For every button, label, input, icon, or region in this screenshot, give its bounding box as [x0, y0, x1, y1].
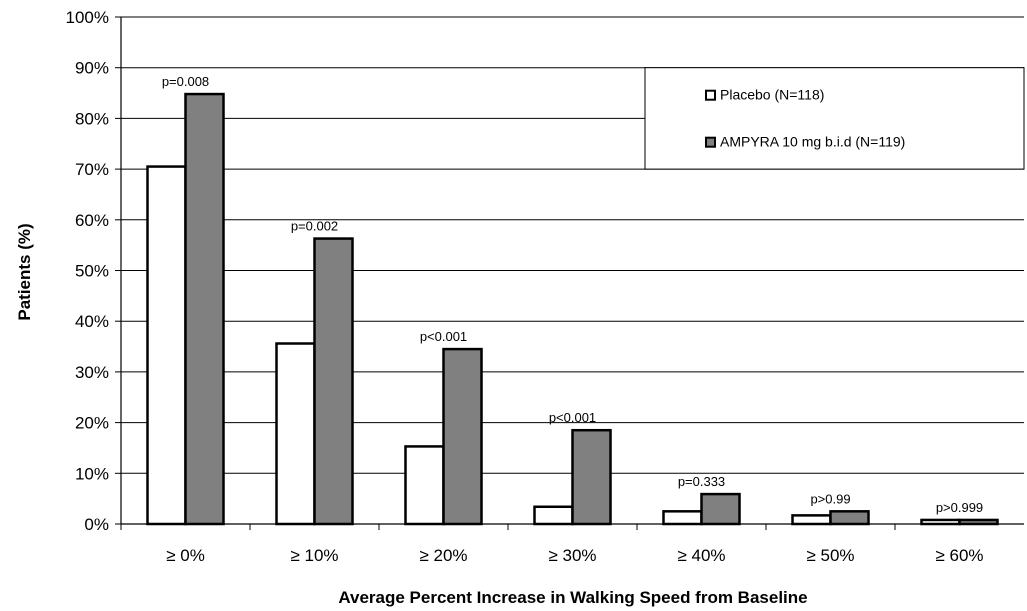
x-tick-label: ≥ 0% — [166, 546, 205, 565]
bar-placebo — [791, 514, 832, 526]
x-axis-title: Average Percent Increase in Walking Spee… — [338, 588, 807, 607]
y-tick-label: 30% — [75, 363, 109, 382]
bar-placebo — [533, 505, 574, 526]
legend-swatch — [705, 89, 716, 101]
x-tick-label: ≥ 10% — [290, 546, 338, 565]
bar-ampyra — [313, 237, 354, 526]
bar-ampyra — [700, 492, 741, 526]
legend-swatch — [705, 136, 716, 148]
bar-ampyra — [184, 92, 225, 526]
gridlines — [121, 16, 1024, 474]
y-tick-label: 100% — [66, 8, 109, 27]
labels: 0% 10% 20% 30% 40% 50% 60% 70% 80% 90% 100% p=0.008… — [66, 8, 984, 565]
y-tick-label: 60% — [75, 211, 109, 230]
y-tick-label: 0% — [84, 515, 109, 534]
axes — [115, 16, 1024, 530]
x-tick-label: ≥ 40% — [677, 546, 725, 565]
bar-ampyra — [829, 510, 870, 526]
legend-label: Placebo (N=118) — [720, 87, 824, 103]
p-value-label: p=0.333 — [678, 474, 725, 489]
bar-placebo — [920, 518, 961, 526]
x-tick-label: ≥ 60% — [935, 546, 983, 565]
bar-ampyra — [571, 428, 612, 526]
y-tick-label: 20% — [75, 414, 109, 433]
legend-box — [644, 67, 1025, 170]
p-value-label: p>0.999 — [936, 500, 983, 515]
y-tick-label: 70% — [75, 160, 109, 179]
p-value-label: p<0.001 — [549, 410, 596, 425]
y-tick-label: 40% — [75, 312, 109, 331]
bar-placebo — [404, 445, 445, 526]
y-axis-title: Patients (%) — [15, 223, 34, 320]
y-tick-label: 10% — [75, 464, 109, 483]
bar-placebo — [275, 342, 316, 526]
bar-placebo — [146, 165, 187, 526]
legend: Placebo (N=118) AMPYRA 10 mg b.i.d (N=119… — [644, 67, 1025, 170]
x-tick-label: ≥ 20% — [419, 546, 467, 565]
p-value-label: p=0.002 — [291, 219, 338, 234]
x-tick-label: ≥ 30% — [548, 546, 596, 565]
bar-ampyra — [442, 347, 483, 526]
p-value-label: p<0.001 — [420, 329, 467, 344]
y-tick-label: 80% — [75, 109, 109, 128]
p-value-label: p=0.008 — [162, 74, 209, 89]
bar-ampyra — [958, 518, 999, 526]
x-tick-label: ≥ 50% — [806, 546, 854, 565]
y-tick-label: 90% — [75, 59, 109, 78]
legend-label: AMPYRA 10 mg b.i.d (N=119) — [720, 134, 905, 150]
p-value-label: p>0.99 — [810, 491, 850, 506]
bar-placebo — [662, 510, 703, 526]
y-tick-label: 50% — [75, 262, 109, 281]
